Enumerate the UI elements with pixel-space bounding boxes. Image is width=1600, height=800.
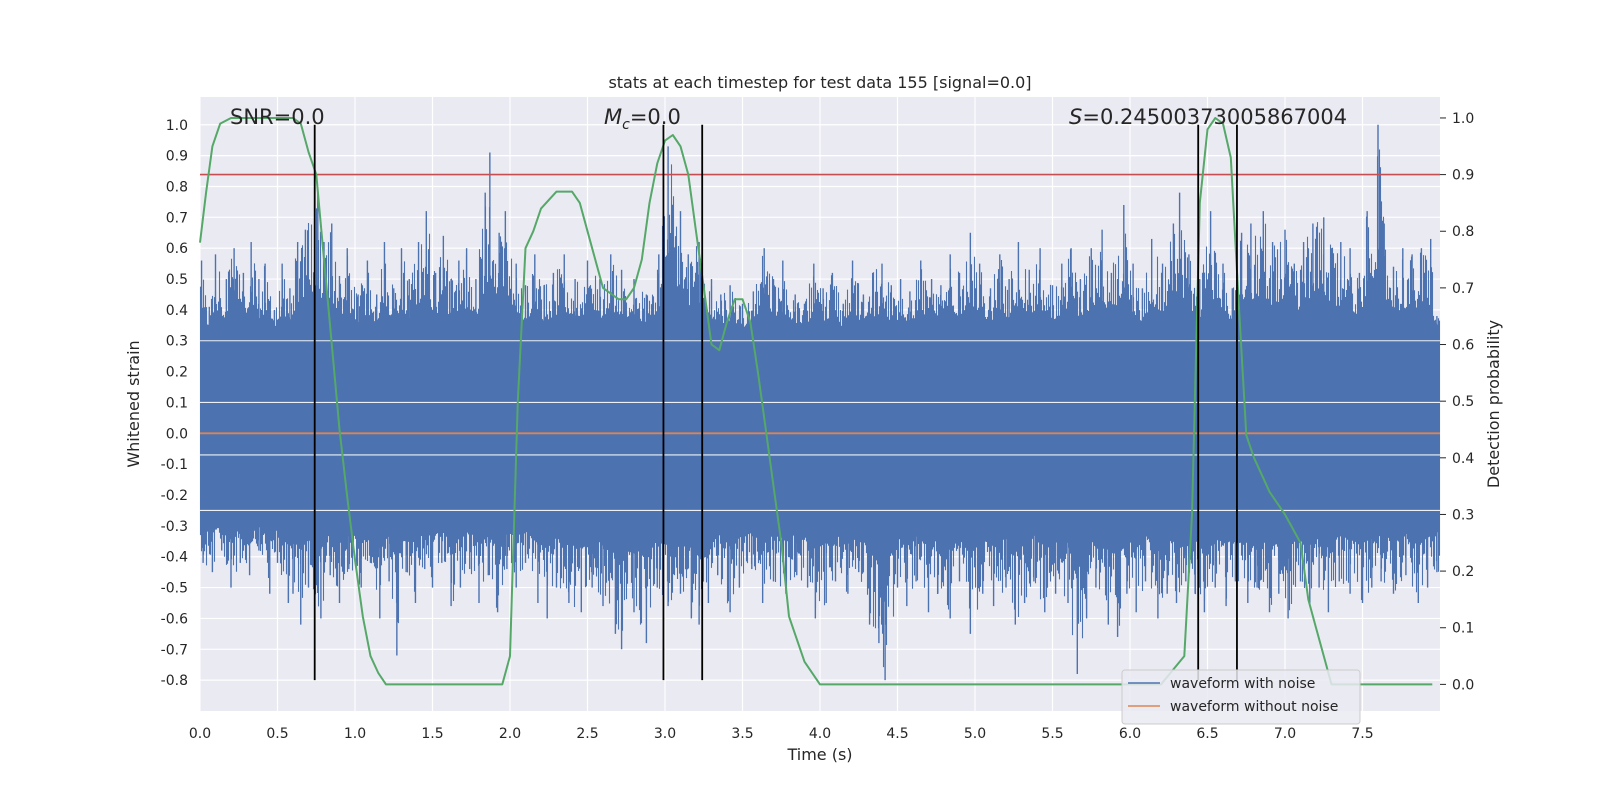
y2-tick-label: 0.8 — [1452, 224, 1474, 240]
y-tick-label: -0.8 — [161, 673, 188, 689]
y2-tick-label: 0.7 — [1452, 281, 1474, 297]
x-tick-label: 1.5 — [421, 726, 443, 742]
y-tick-label: 0.8 — [166, 179, 188, 195]
y-tick-label: -0.2 — [161, 488, 188, 504]
x-tick-label: 3.0 — [654, 726, 676, 742]
y2-tick-label: 0.5 — [1452, 394, 1474, 410]
chart-title: stats at each timestep for test data 155… — [608, 73, 1031, 92]
y2-tick-labels: 0.0 0.1 0.2 0.3 0.4 0.5 0.6 0.7 0.8 0.9 1.0 — [1440, 111, 1474, 693]
y2-tick-label: 0.9 — [1452, 168, 1474, 184]
legend-label-noise: waveform with noise — [1170, 676, 1315, 692]
y2-tick-label: 0.0 — [1452, 677, 1474, 693]
y2-tick-label: 0.4 — [1452, 451, 1474, 467]
y-tick-label: 0.2 — [166, 365, 188, 381]
y-axis-label: Whitened strain — [124, 340, 143, 467]
x-tick-label: 0.0 — [189, 726, 211, 742]
legend-label-clean: waveform without noise — [1170, 699, 1338, 715]
probability-trace — [199, 117, 1433, 686]
y2-tick-label: 0.1 — [1452, 621, 1474, 637]
y-tick-label: -0.1 — [161, 457, 188, 473]
y2-tick-label: 1.0 — [1452, 111, 1474, 127]
x-tick-label: 3.5 — [731, 726, 753, 742]
y-tick-label: -0.3 — [161, 519, 188, 535]
mc-annotation: Mc=0.0 — [604, 105, 681, 133]
y-tick-label: -0.5 — [161, 581, 188, 597]
x-tick-label: 1.0 — [344, 726, 366, 742]
s-symbol: S — [1069, 105, 1082, 129]
x-tick-label: 4.0 — [809, 726, 831, 742]
y-tick-label: 0.0 — [166, 426, 188, 442]
s-annotation: S=0.24500373005867004 — [1069, 105, 1347, 129]
noise-trace — [199, 149, 1441, 668]
mc-subscript: c — [622, 117, 630, 133]
detection-probability-line — [199, 117, 1433, 686]
x-tick-label: 6.0 — [1119, 726, 1141, 742]
x-tick-labels: 0.0 0.5 1.0 1.5 2.0 2.5 3.0 3.5 4.0 4.5 5.0 5.5 6.0 6… — [189, 726, 1374, 742]
y-tick-labels: -0.8 -0.7 -0.6 -0.5 -0.4 -0.3 -0.2 -0.1 0.0 0.1 0.… — [161, 118, 188, 689]
s-value: =0.24500373005867004 — [1082, 105, 1347, 129]
y-tick-label: 0.7 — [166, 210, 188, 226]
x-tick-label: 7.5 — [1351, 726, 1373, 742]
y-tick-label: 0.5 — [166, 272, 188, 288]
y-tick-label: 0.6 — [166, 241, 188, 257]
y-tick-label: 0.9 — [166, 149, 188, 165]
y2-tick-label: 0.2 — [1452, 564, 1474, 580]
x-tick-label: 4.5 — [886, 726, 908, 742]
x-tick-label: 6.5 — [1196, 726, 1218, 742]
snr-annotation: SNR=0.0 — [230, 105, 325, 129]
x-tick-label: 2.0 — [499, 726, 521, 742]
y-tick-label: 0.3 — [166, 334, 188, 350]
y-tick-label: 0.4 — [166, 303, 188, 319]
x-tick-label: 2.5 — [576, 726, 598, 742]
y2-axis-label: Detection probability — [1484, 320, 1503, 488]
x-tick-label: 5.0 — [964, 726, 986, 742]
y-tick-label: -0.6 — [161, 611, 188, 627]
y2-tick-label: 0.6 — [1452, 338, 1474, 354]
mc-value: =0.0 — [630, 105, 681, 129]
vertical-markers — [313, 124, 1238, 681]
y-tick-label: -0.4 — [161, 550, 188, 566]
y-tick-label: -0.7 — [161, 642, 188, 658]
y2-tick-label: 0.3 — [1452, 507, 1474, 523]
x-tick-label: 5.5 — [1041, 726, 1063, 742]
mc-symbol: M — [604, 105, 622, 129]
x-tick-label: 7.0 — [1274, 726, 1296, 742]
x-axis-label: Time (s) — [786, 745, 852, 764]
y-tick-label: 0.1 — [166, 395, 188, 411]
y-tick-label: 1.0 — [166, 118, 188, 134]
legend-box — [1121, 669, 1361, 725]
x-tick-label: 0.5 — [266, 726, 288, 742]
legend: waveform with noise waveform without noi… — [1121, 669, 1361, 725]
waveform-with-noise — [199, 124, 1441, 681]
